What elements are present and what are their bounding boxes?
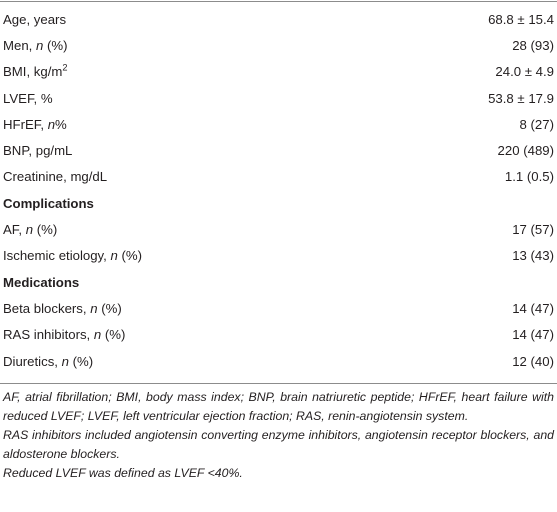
label-italic: n [25, 222, 34, 238]
label-text: Men, [3, 37, 36, 53]
section-header-row: Complications [0, 190, 557, 216]
row-value: 1.1 (0.5) [504, 169, 554, 185]
footnote-reduced-lvef: Reduced LVEF was defined as LVEF <40%. [3, 466, 243, 480]
footnote-ras-inhibitors: RAS inhibitors included angiotensin conv… [3, 428, 554, 461]
label-suffix: (%) [33, 222, 58, 238]
footnote-abbreviations: AF, atrial fibrillation; BMI, body mass … [3, 390, 554, 423]
row-label: RAS inhibitors, n (%) [0, 322, 375, 348]
label-text: Beta blockers, [3, 300, 91, 316]
table-row: BNP, pg/mL 220 (489) [0, 137, 557, 163]
label-italic: n [93, 327, 102, 343]
row-label: HFrEF, n% [0, 111, 375, 137]
label-italic: n [90, 300, 98, 316]
row-value: 220 (489) [497, 143, 554, 159]
table-row: HFrEF, n% 8 (27) [0, 111, 557, 137]
label-suffix: (%) [68, 353, 94, 369]
label-text: Medications [3, 274, 80, 290]
label-text: Diuretics, [3, 353, 62, 369]
table-row: Beta blockers, n (%) 14 (47) [0, 295, 557, 321]
row-label: BNP, pg/mL [0, 137, 375, 163]
row-label: Men, n (%) [0, 32, 375, 58]
row-value: 17 (57) [512, 222, 554, 238]
row-value: 13 (43) [512, 248, 554, 264]
row-value: 14 (47) [512, 327, 554, 343]
data-table: Age, years 68.8 ± 15.4 Men, n (%) 28 (93) BM… [0, 6, 557, 374]
bottom-rule [0, 383, 557, 384]
row-value: 28 (93) [512, 37, 554, 53]
label-suffix: (%) [117, 248, 143, 264]
label-text: Creatinine, mg/dL [3, 169, 108, 185]
table-row: Creatinine, mg/dL 1.1 (0.5) [0, 164, 557, 190]
label-suffix: (%) [97, 300, 122, 316]
row-label: Creatinine, mg/dL [0, 164, 375, 190]
table-row: AF, n (%) 17 (57) [0, 216, 557, 242]
row-label: Beta blockers, n (%) [0, 295, 375, 321]
row-label: AF, n (%) [0, 216, 375, 242]
row-value: 24.0 ± 4.9 [495, 64, 554, 80]
row-value: 68.8 ± 15.4 [488, 11, 554, 27]
row-label: Ischemic etiology, n (%) [0, 243, 375, 269]
table-row: Diuretics, n (%) 12 (40) [0, 348, 557, 374]
label-text: Ischemic etiology, [3, 248, 111, 264]
label-suffix: % [55, 116, 67, 132]
table-body: Age, years 68.8 ± 15.4 Men, n (%) 28 (93) BM… [0, 6, 557, 374]
row-value: 14 (47) [512, 300, 554, 316]
table-row: BMI, kg/m2 24.0 ± 4.9 [0, 59, 557, 85]
row-value [375, 269, 557, 295]
label-italic: n [61, 353, 69, 369]
table-footnotes: AF, atrial fibrillation; BMI, body mass … [3, 388, 554, 483]
row-label: BMI, kg/m2 [0, 59, 375, 85]
table-row: RAS inhibitors, n (%) 14 (47) [0, 322, 557, 348]
row-value [375, 190, 557, 216]
label-text: LVEF, % [3, 90, 53, 106]
section-label: Complications [0, 190, 375, 216]
label-text: HFrEF, [3, 116, 48, 132]
row-value: 12 (40) [512, 353, 554, 369]
top-rule [0, 1, 557, 2]
table-row: LVEF, % 53.8 ± 17.9 [0, 85, 557, 111]
label-italic: n [110, 248, 118, 264]
label-text: BMI, kg/m [3, 64, 63, 80]
label-text: RAS inhibitors, [3, 327, 94, 343]
table-row: Age, years 68.8 ± 15.4 [0, 6, 557, 32]
label-text: Age, years [3, 11, 67, 27]
row-value: 8 (27) [519, 116, 554, 132]
section-header-row: Medications [0, 269, 557, 295]
row-label: Age, years [0, 6, 375, 32]
label-text: AF, [3, 222, 26, 238]
table-row: Men, n (%) 28 (93) [0, 32, 557, 58]
table-row: Ischemic etiology, n (%) 13 (43) [0, 243, 557, 269]
label-text: BNP, pg/mL [3, 143, 73, 159]
row-value: 53.8 ± 17.9 [488, 90, 554, 106]
label-suffix: (%) [101, 327, 126, 343]
row-label: LVEF, % [0, 85, 375, 111]
row-label: Diuretics, n (%) [0, 348, 375, 374]
label-superscript: 2 [62, 62, 68, 73]
label-suffix: (%) [43, 37, 68, 53]
label-italic: n [35, 37, 44, 53]
section-label: Medications [0, 269, 375, 295]
label-italic: n [47, 116, 56, 132]
label-text: Complications [3, 195, 94, 211]
